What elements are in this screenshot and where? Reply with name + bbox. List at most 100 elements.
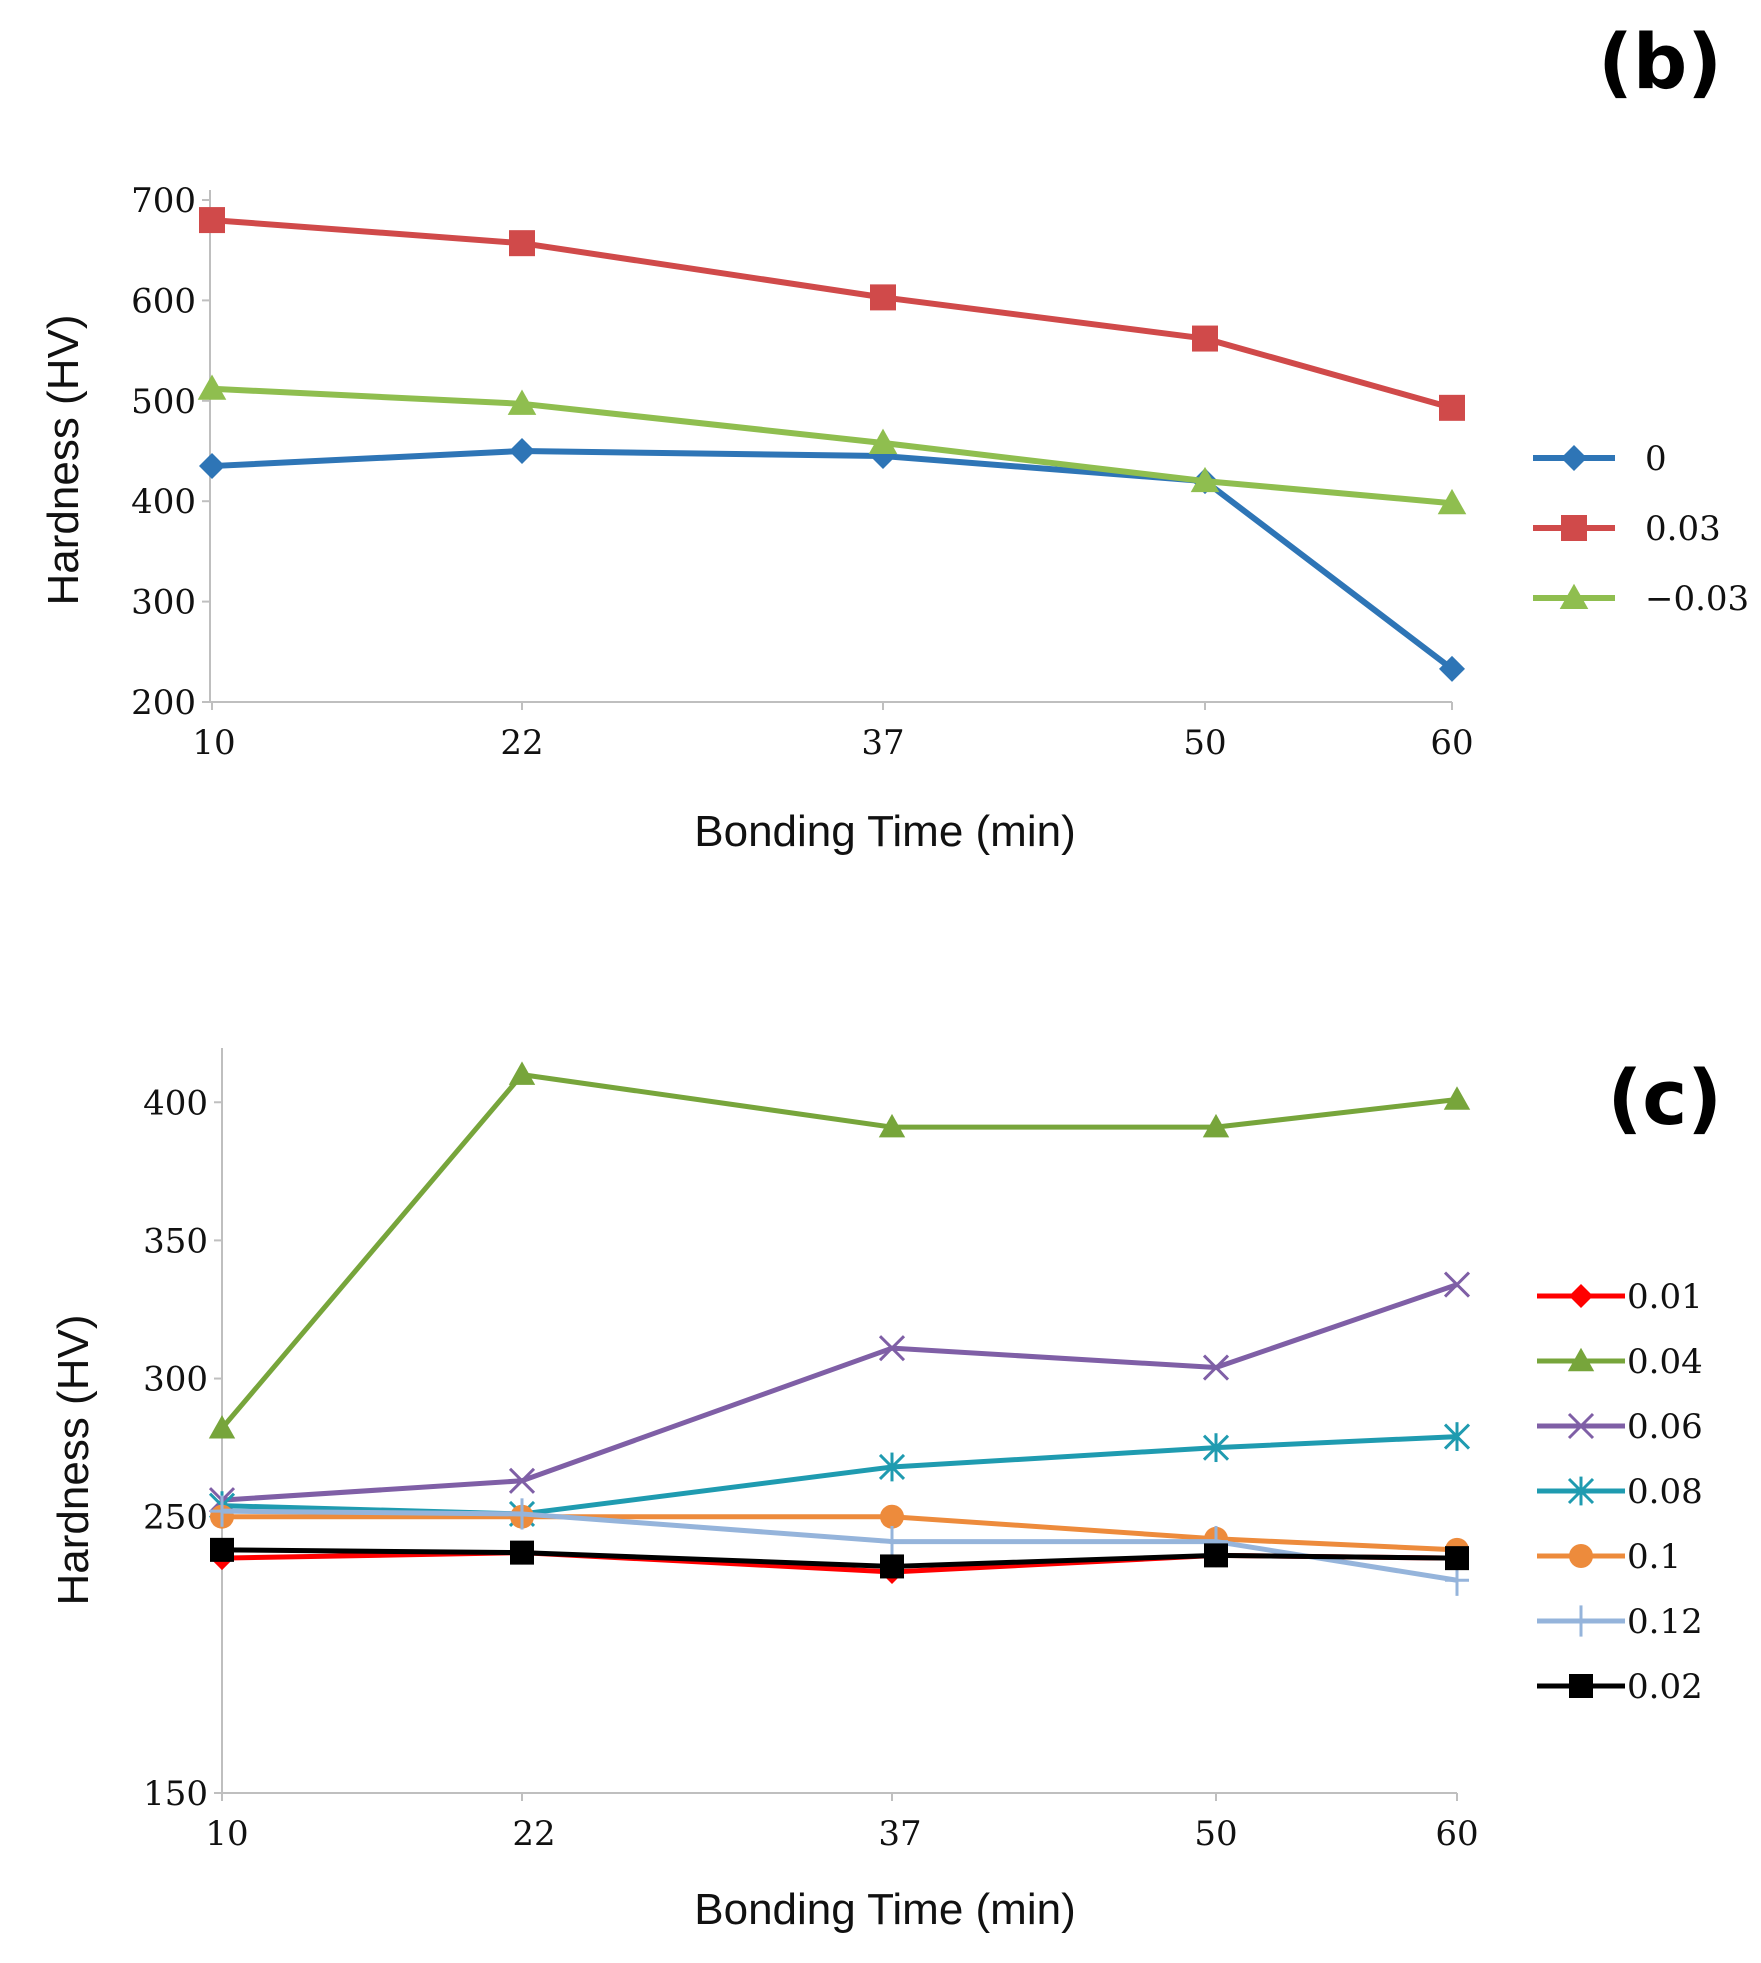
data-point	[510, 1498, 534, 1530]
chart-b: (b) 200 300 400 500 600 700 10 22 37 50 60 Bonding…	[39, 17, 1749, 856]
legend-marker	[1569, 1544, 1593, 1568]
data-point	[509, 230, 535, 257]
x-tick-label: 60	[1430, 723, 1473, 763]
legend-label: 0.01	[1627, 1277, 1703, 1317]
x-tick-label: 22	[512, 1814, 555, 1854]
x-tick-label: 22	[500, 723, 543, 763]
legend-label: 0.12	[1627, 1602, 1703, 1642]
data-point	[199, 453, 225, 480]
series-line-−0.03	[211, 385, 1453, 507]
data-point	[1443, 1086, 1471, 1110]
data-point	[878, 1335, 906, 1362]
data-point	[210, 1537, 234, 1562]
legend-marker	[1569, 1674, 1593, 1698]
data-point	[208, 1415, 236, 1439]
legend-label: 0	[1645, 439, 1667, 479]
legend-item: −0.03	[1533, 579, 1749, 619]
legend-item: 0.06	[1537, 1407, 1703, 1447]
panel-label-c: (c)	[1607, 1053, 1722, 1142]
legend-marker	[1569, 1284, 1593, 1308]
y-tick-label: 600	[131, 281, 196, 321]
data-point	[508, 1467, 536, 1494]
data-point	[1439, 655, 1465, 682]
data-point	[507, 389, 537, 415]
legend-marker	[1561, 515, 1587, 541]
series-line-0.08	[221, 1434, 1458, 1517]
data-point	[1439, 394, 1465, 421]
legend-item: 0.08	[1537, 1472, 1703, 1512]
x-tick-label: 37	[878, 1814, 921, 1854]
x-axis-title-b: Bonding Time (min)	[694, 807, 1075, 856]
y-tick-label: 350	[143, 1221, 208, 1261]
legend-c: 0.01 0.04 0.06 0.08 0.1 0.12 0.02	[1537, 1277, 1703, 1707]
legend-label: 0.1	[1627, 1537, 1681, 1577]
y-axis-title-c: Hardness (HV)	[49, 1315, 98, 1606]
y-tick-label: 300	[143, 1360, 208, 1400]
data-point	[880, 1554, 904, 1579]
series-line-0.04	[220, 1072, 1458, 1430]
x-tick-label: 50	[1194, 1814, 1237, 1854]
legend-label: −0.03	[1645, 579, 1749, 619]
data-point	[197, 374, 227, 400]
data-point	[870, 284, 896, 311]
data-point	[878, 1113, 906, 1138]
y-tick-label: 400	[143, 1083, 208, 1123]
plot-area-b: 200 300 400 500 600 700 10 22 37 50 60	[131, 181, 1474, 763]
data-point	[1204, 1543, 1228, 1568]
legend-label: 0.04	[1627, 1342, 1703, 1382]
panel-label-b: (b)	[1598, 17, 1722, 106]
data-point	[199, 207, 225, 234]
y-tick-label: 400	[131, 482, 196, 522]
legend-label: 0.03	[1645, 509, 1721, 549]
y-tick-label: 700	[131, 181, 196, 221]
legend-marker	[1559, 583, 1589, 610]
data-point	[1202, 1433, 1230, 1463]
legend-item: 0.01	[1537, 1277, 1703, 1317]
plot-area-c: 150 250 300 350 400 10 22 37 50 60	[143, 1048, 1479, 1854]
data-point	[509, 438, 535, 464]
data-point	[880, 1504, 904, 1529]
data-point	[878, 1452, 906, 1482]
data-point	[1202, 1354, 1230, 1381]
x-tick-label: 37	[861, 723, 904, 763]
data-point	[510, 1540, 534, 1565]
x-axis-title-c: Bonding Time (min)	[694, 1885, 1075, 1934]
legend-item: 0.02	[1537, 1667, 1703, 1707]
legend-item: 0.04	[1537, 1342, 1703, 1382]
x-tick-label: 10	[205, 1814, 248, 1854]
data-point	[1190, 466, 1220, 493]
legend-item: 0.03	[1533, 509, 1721, 549]
x-tick-label: 50	[1183, 723, 1226, 763]
legend-b: 0 0.03 −0.03	[1533, 439, 1749, 619]
legend-label: 0.08	[1627, 1472, 1703, 1512]
data-point	[1443, 1271, 1471, 1298]
data-point	[210, 1495, 234, 1527]
chart-c: (c) 150 250 300 350 400 10 22 37 50 60 Bonding Ti…	[49, 1048, 1722, 1934]
series-line-0.1	[222, 1514, 1458, 1553]
data-point	[1192, 325, 1218, 352]
data-point	[508, 1061, 536, 1085]
data-point	[1202, 1113, 1230, 1138]
legend-marker	[1567, 1412, 1595, 1440]
legend-marker	[1567, 1476, 1595, 1506]
data-point	[1443, 1422, 1471, 1451]
y-tick-label: 300	[131, 583, 196, 623]
data-point	[1437, 488, 1467, 515]
legend-marker	[1567, 1347, 1595, 1372]
legend-item: 0	[1533, 439, 1667, 479]
y-axis-title-b: Hardness (HV)	[39, 315, 88, 606]
y-tick-label: 250	[143, 1498, 208, 1538]
legend-marker	[1561, 445, 1587, 471]
series-line-0.03	[211, 217, 1453, 411]
legend-label: 0.06	[1627, 1407, 1703, 1447]
y-tick-label: 500	[131, 382, 196, 422]
data-point	[880, 1525, 904, 1558]
series-line-0.06	[221, 1282, 1458, 1503]
legend-label: 0.02	[1627, 1667, 1703, 1707]
y-tick-label: 150	[143, 1774, 208, 1814]
x-tick-label: 10	[192, 723, 235, 763]
data-point	[868, 428, 898, 455]
data-point	[1445, 1546, 1469, 1571]
legend-marker	[1569, 1605, 1593, 1637]
